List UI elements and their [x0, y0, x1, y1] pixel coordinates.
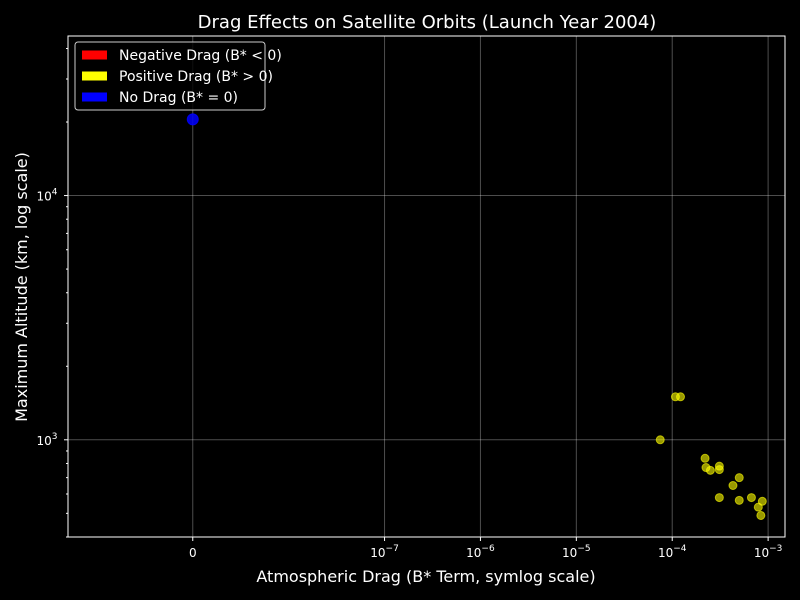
y-axis-label: Maximum Altitude (km, log scale) — [12, 152, 31, 422]
x-tick-label: 0 — [189, 546, 197, 560]
x-tick-base: 10 — [658, 546, 673, 560]
data-point — [757, 496, 767, 506]
x-axis-label: Atmospheric Drag (B* Term, symlog scale) — [256, 567, 595, 586]
legend-swatch — [82, 92, 107, 102]
data-point — [186, 113, 199, 126]
data-point — [746, 493, 756, 503]
legend-swatch — [82, 71, 107, 81]
x-tick-exponent: −7 — [386, 544, 399, 554]
x-tick-base: 10 — [754, 546, 769, 560]
x-tick-label: 10−3 — [754, 544, 783, 560]
x-tick-base: 10 — [466, 546, 481, 560]
data-point — [728, 480, 738, 490]
x-tick-exponent: −4 — [673, 544, 687, 554]
plot-frame — [67, 35, 786, 538]
x-tick-label: 10−6 — [466, 544, 495, 560]
data-point — [714, 465, 724, 475]
x-tick-exponent: −6 — [481, 544, 495, 554]
x-tick-label: 10−4 — [658, 544, 687, 560]
x-tick-exponent: −3 — [769, 544, 782, 554]
y-tick-base: 10 — [36, 190, 51, 204]
y-tick-exponent: 4 — [52, 188, 58, 198]
data-point — [705, 465, 715, 475]
data-point — [756, 510, 766, 520]
x-tick-label: 10−7 — [370, 544, 399, 560]
y-tick-label: 104 — [36, 188, 57, 204]
data-point — [700, 453, 710, 463]
legend: Negative Drag (B* < 0) Positive Drag (B* … — [74, 41, 282, 111]
y-tick-exponent: 3 — [52, 432, 58, 442]
data-point — [734, 473, 744, 483]
y-tick-base: 10 — [36, 434, 51, 448]
data-point — [676, 392, 686, 402]
data-point — [734, 495, 744, 505]
legend-label: Positive Drag (B* > 0) — [119, 69, 273, 85]
x-tick-base: 10 — [370, 546, 385, 560]
legend-label: No Drag (B* = 0) — [119, 90, 238, 106]
data-point — [714, 493, 724, 503]
x-tick-base: 0 — [189, 546, 197, 560]
x-tick-label: 10−5 — [562, 544, 591, 560]
legend-box — [74, 41, 266, 111]
legend-swatch — [82, 50, 107, 60]
y-tick-label: 103 — [36, 432, 57, 448]
chart-title: Drag Effects on Satellite Orbits (Launch… — [198, 12, 657, 33]
data-points — [186, 113, 767, 520]
legend-label: Negative Drag (B* < 0) — [119, 48, 282, 64]
x-tick-exponent: −5 — [577, 544, 590, 554]
x-axis-ticks: 0 10−7 10−6 10−5 10−4 10−3 — [189, 537, 782, 560]
x-tick-base: 10 — [562, 546, 577, 560]
data-point — [655, 435, 665, 445]
